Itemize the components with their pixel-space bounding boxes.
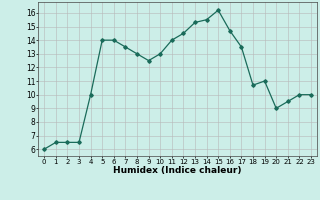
X-axis label: Humidex (Indice chaleur): Humidex (Indice chaleur) [113,166,242,175]
